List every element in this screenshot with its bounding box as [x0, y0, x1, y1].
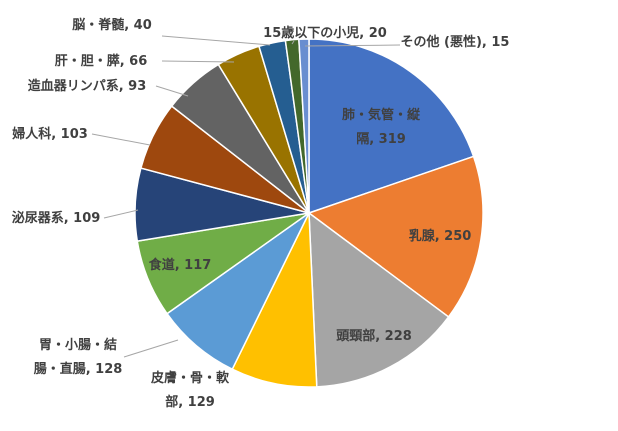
- pie-slice-1: [307, 155, 484, 318]
- data-label-6: 泌尿器系, 109: [12, 210, 101, 226]
- data-label-line: 隔, 319: [356, 131, 406, 147]
- leader-line-10: [161, 35, 271, 46]
- data-label-2: 頭頸部, 228: [336, 328, 412, 344]
- leader-line-4: [123, 339, 179, 358]
- pie-slices: [134, 38, 484, 388]
- data-label-8: 造血器リンパ系, 93: [28, 78, 147, 94]
- data-label-line: 婦人科, 103: [11, 126, 88, 142]
- leader-line-6: [103, 209, 139, 219]
- pie-slice-0: [308, 38, 475, 215]
- data-label-7: 婦人科, 103: [11, 126, 88, 142]
- leader-lines: [91, 35, 401, 358]
- data-label-4: 胃・小腸・結腸・直腸, 128: [34, 337, 123, 377]
- data-label-line: 胃・小腸・結: [39, 337, 117, 353]
- leader-line-9: [161, 60, 235, 63]
- data-label-11: 15歳以下の小児, 20: [263, 25, 387, 41]
- data-label-line: 乳腺, 250: [409, 228, 472, 244]
- data-label-line: その他 (悪性), 15: [401, 34, 510, 50]
- data-label-10: 脳・脊髄, 40: [72, 17, 152, 33]
- data-label-line: 頭頸部, 228: [336, 328, 412, 344]
- data-label-line: 泌尿器系, 109: [12, 210, 101, 226]
- leader-line-7: [91, 133, 151, 146]
- data-label-line: 皮膚・骨・軟: [150, 370, 230, 386]
- pie-slice-12: [298, 38, 310, 214]
- data-label-line: 造血器リンパ系, 93: [28, 78, 147, 94]
- data-label-0: 肺・気管・縦隔, 319: [342, 107, 421, 147]
- data-label-line: 肺・気管・縦: [342, 107, 421, 123]
- data-label-5: 食道, 117: [149, 257, 212, 273]
- data-label-line: 脳・脊髄, 40: [72, 17, 152, 33]
- data-label-line: 肝・胆・膵, 66: [55, 53, 148, 69]
- data-label-9: 肝・胆・膵, 66: [55, 53, 148, 69]
- data-label-line: 食道, 117: [149, 257, 212, 273]
- data-label-3: 皮膚・骨・軟部, 129: [150, 370, 230, 410]
- leader-line-12: [304, 44, 401, 47]
- data-labels: 肺・気管・縦隔, 319 乳腺, 250 頭頸部, 228 皮膚・骨・軟部, 129 胃…: [11, 17, 509, 410]
- data-label-1: 乳腺, 250: [409, 228, 472, 244]
- data-label-line: 15歳以下の小児, 20: [263, 25, 387, 41]
- data-label-12: その他 (悪性), 15: [401, 34, 510, 50]
- data-label-line: 部, 129: [165, 394, 215, 410]
- leader-line-11: [291, 40, 295, 45]
- leader-line-8: [155, 85, 189, 97]
- data-label-line: 腸・直腸, 128: [34, 361, 123, 377]
- pie-slice-2: [308, 211, 450, 388]
